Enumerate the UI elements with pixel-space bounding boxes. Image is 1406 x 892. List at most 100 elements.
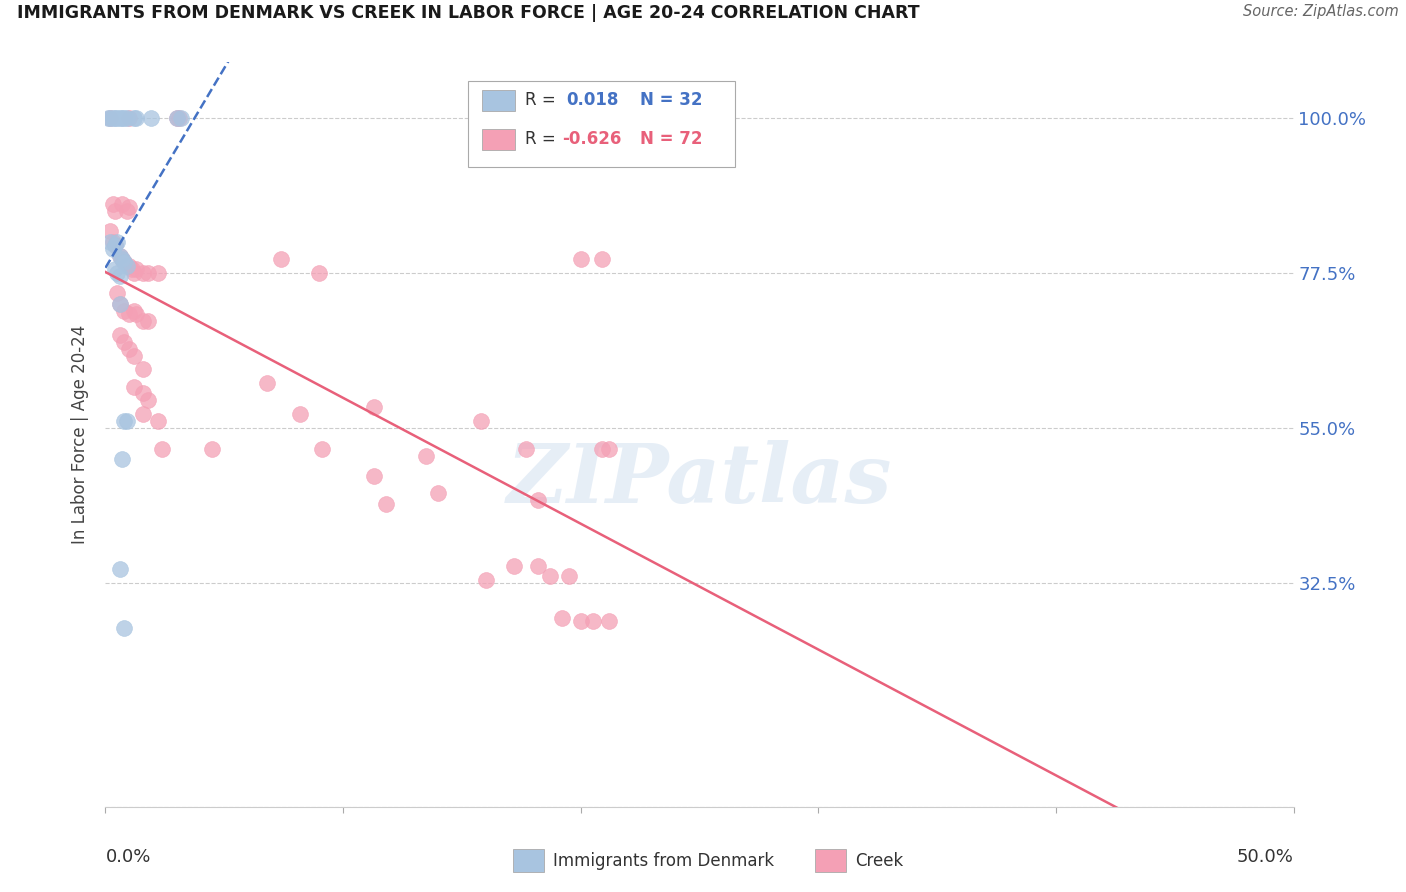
- Text: IMMIGRANTS FROM DENMARK VS CREEK IN LABOR FORCE | AGE 20-24 CORRELATION CHART: IMMIGRANTS FROM DENMARK VS CREEK IN LABO…: [17, 4, 920, 22]
- Text: Creek: Creek: [855, 852, 903, 870]
- Point: [290, 407, 312, 421]
- Text: 0.018: 0.018: [567, 91, 619, 110]
- Point: [111, 252, 134, 266]
- Point: [114, 414, 136, 428]
- Point: [125, 307, 148, 321]
- Point: [581, 614, 603, 628]
- Bar: [815, 849, 846, 872]
- Point: [122, 349, 145, 363]
- Point: [114, 303, 136, 318]
- Point: [122, 111, 145, 125]
- Point: [256, 376, 278, 391]
- Point: [118, 200, 141, 214]
- Point: [569, 614, 592, 628]
- Point: [311, 442, 333, 456]
- Point: [98, 111, 121, 125]
- Point: [167, 111, 190, 125]
- Y-axis label: In Labor Force | Age 20-24: In Labor Force | Age 20-24: [72, 326, 90, 544]
- Point: [132, 362, 155, 376]
- Point: [132, 266, 155, 280]
- Point: [132, 314, 155, 328]
- Point: [470, 414, 492, 428]
- Point: [427, 486, 450, 500]
- Point: [108, 562, 131, 576]
- Point: [98, 224, 121, 238]
- Point: [114, 255, 136, 269]
- Point: [122, 379, 145, 393]
- Point: [598, 614, 620, 628]
- Point: [114, 621, 136, 635]
- Point: [132, 407, 155, 421]
- Text: ZIPatlas: ZIPatlas: [506, 440, 893, 519]
- Point: [111, 196, 134, 211]
- Point: [108, 269, 131, 284]
- Point: [115, 111, 138, 125]
- Point: [122, 266, 145, 280]
- Point: [363, 401, 385, 415]
- Point: [363, 469, 385, 483]
- Point: [104, 238, 127, 252]
- Point: [132, 386, 155, 401]
- Point: [98, 111, 121, 125]
- Text: -0.626: -0.626: [561, 130, 621, 148]
- Point: [114, 255, 136, 269]
- Point: [166, 111, 188, 125]
- Point: [108, 327, 131, 342]
- Point: [558, 569, 581, 583]
- Point: [118, 259, 141, 273]
- Point: [591, 442, 613, 456]
- Point: [136, 314, 159, 328]
- Bar: [513, 849, 544, 872]
- Point: [308, 266, 330, 280]
- Point: [125, 262, 148, 277]
- Point: [122, 303, 145, 318]
- Point: [374, 497, 396, 511]
- Point: [108, 248, 131, 262]
- Point: [598, 442, 620, 456]
- Point: [105, 111, 128, 125]
- Point: [146, 266, 169, 280]
- Point: [104, 203, 127, 218]
- Point: [101, 242, 124, 256]
- Point: [136, 266, 159, 280]
- Point: [101, 111, 124, 125]
- Point: [111, 452, 134, 467]
- Text: 50.0%: 50.0%: [1237, 848, 1294, 866]
- Point: [591, 252, 613, 266]
- Point: [108, 297, 131, 311]
- Point: [118, 307, 141, 321]
- Point: [550, 610, 572, 624]
- Point: [115, 259, 138, 273]
- Point: [114, 334, 136, 349]
- Point: [104, 111, 127, 125]
- Point: [474, 573, 496, 587]
- Bar: [482, 128, 516, 150]
- Point: [201, 442, 224, 456]
- Point: [527, 493, 550, 508]
- Point: [118, 111, 141, 125]
- Point: [125, 111, 148, 125]
- Point: [170, 111, 193, 125]
- Point: [105, 266, 128, 280]
- Text: R =: R =: [524, 91, 555, 110]
- Point: [415, 449, 437, 463]
- Point: [97, 111, 120, 125]
- Point: [139, 111, 162, 125]
- Text: Source: ZipAtlas.com: Source: ZipAtlas.com: [1243, 4, 1399, 20]
- Point: [105, 286, 128, 301]
- Point: [115, 414, 138, 428]
- Point: [152, 442, 174, 456]
- Point: [104, 262, 127, 277]
- Text: N = 32: N = 32: [640, 91, 703, 110]
- Point: [136, 393, 159, 408]
- Point: [104, 238, 127, 252]
- Text: R =: R =: [524, 130, 555, 148]
- Point: [101, 196, 124, 211]
- Text: Immigrants from Denmark: Immigrants from Denmark: [553, 852, 773, 870]
- Point: [121, 262, 143, 277]
- Point: [101, 235, 124, 249]
- Text: 0.0%: 0.0%: [105, 848, 150, 866]
- Point: [111, 111, 134, 125]
- Text: N = 72: N = 72: [640, 130, 703, 148]
- Bar: [482, 90, 516, 111]
